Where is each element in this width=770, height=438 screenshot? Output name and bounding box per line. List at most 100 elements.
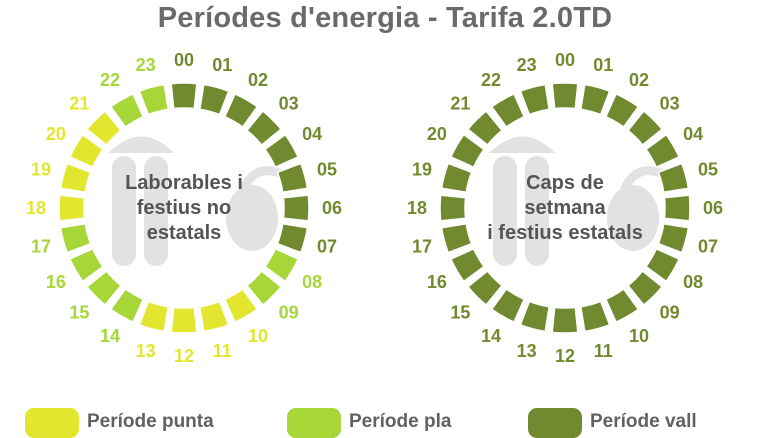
hour-label-15: 15 bbox=[69, 303, 89, 323]
hour-segment-01 bbox=[199, 83, 230, 116]
hour-segment-13 bbox=[519, 300, 550, 333]
hour-segment-22 bbox=[490, 93, 525, 128]
clock-center-text-line: estatals bbox=[147, 222, 222, 244]
hour-label-03: 03 bbox=[660, 93, 680, 113]
clock-center-text-line: i festius estatals bbox=[487, 222, 643, 244]
hour-label-22: 22 bbox=[481, 70, 501, 90]
hour-label-09: 09 bbox=[279, 303, 299, 323]
hour-segment-02 bbox=[224, 93, 259, 128]
hour-label-12: 12 bbox=[174, 346, 194, 366]
hour-segment-11 bbox=[199, 300, 230, 333]
hour-segment-11 bbox=[580, 300, 611, 333]
hour-segment-23 bbox=[138, 83, 169, 116]
hour-segment-09 bbox=[246, 270, 282, 306]
hour-label-07: 07 bbox=[317, 236, 337, 256]
hour-segment-06 bbox=[663, 194, 691, 222]
hour-label-08: 08 bbox=[683, 272, 703, 292]
hour-label-06: 06 bbox=[322, 198, 342, 218]
hour-label-05: 05 bbox=[698, 160, 718, 180]
hour-label-02: 02 bbox=[248, 70, 268, 90]
hour-segment-15 bbox=[467, 270, 503, 306]
hour-label-17: 17 bbox=[412, 236, 432, 256]
hour-segment-05 bbox=[276, 162, 309, 193]
legend-label-punta: Període punta bbox=[87, 411, 214, 432]
hour-segment-12 bbox=[551, 306, 579, 334]
hour-label-14: 14 bbox=[481, 326, 501, 346]
hour-label-01: 01 bbox=[593, 55, 613, 75]
clock-caps-de-setmana: 00 01 02 03 04 05 06 07 08 09 10 11 12 13 14 15 16 17 18 19… bbox=[393, 50, 753, 390]
hour-segment-05 bbox=[657, 162, 690, 193]
hour-segment-08 bbox=[264, 248, 299, 283]
legend-swatch-pla bbox=[287, 408, 341, 438]
hour-label-13: 13 bbox=[517, 341, 537, 361]
hour-segment-17 bbox=[59, 223, 92, 254]
page-title: Períodes d'energia - Tarifa 2.0TD bbox=[157, 2, 613, 34]
hour-label-04: 04 bbox=[683, 124, 703, 144]
hour-label-16: 16 bbox=[427, 272, 447, 292]
hour-segment-03 bbox=[246, 110, 282, 146]
hour-label-20: 20 bbox=[427, 124, 447, 144]
clock-center-text-line: setmana bbox=[524, 197, 606, 219]
hour-segment-07 bbox=[657, 223, 690, 254]
hour-label-20: 20 bbox=[46, 124, 66, 144]
hour-segment-14 bbox=[109, 288, 144, 323]
hour-segment-00 bbox=[551, 82, 579, 110]
hour-segment-00 bbox=[170, 82, 198, 110]
hour-label-02: 02 bbox=[629, 70, 649, 90]
hour-segment-15 bbox=[86, 270, 122, 306]
hour-label-10: 10 bbox=[629, 326, 649, 346]
hour-segment-08 bbox=[645, 248, 680, 283]
hour-label-19: 19 bbox=[31, 160, 51, 180]
hour-label-10: 10 bbox=[248, 326, 268, 346]
hour-segment-09 bbox=[627, 270, 663, 306]
hour-label-23: 23 bbox=[136, 55, 156, 75]
hour-label-00: 00 bbox=[174, 50, 194, 70]
hour-segment-21 bbox=[86, 110, 122, 146]
clock-center-text-line: Caps de bbox=[526, 172, 604, 194]
hour-label-12: 12 bbox=[555, 346, 575, 366]
hour-segment-18 bbox=[58, 194, 86, 222]
hour-segment-20 bbox=[450, 133, 485, 168]
plug-icon bbox=[108, 136, 287, 266]
hour-segment-03 bbox=[627, 110, 663, 146]
hour-label-14: 14 bbox=[100, 326, 120, 346]
hour-segment-18 bbox=[439, 194, 467, 222]
hour-label-09: 09 bbox=[660, 303, 680, 323]
legend-label-vall: Període vall bbox=[590, 411, 697, 432]
hour-label-05: 05 bbox=[317, 160, 337, 180]
hour-segment-13 bbox=[138, 300, 169, 333]
hour-segment-04 bbox=[645, 133, 680, 168]
legend-swatch-vall bbox=[528, 408, 582, 438]
legend-swatch-punta bbox=[25, 408, 79, 438]
hour-segment-19 bbox=[440, 162, 473, 193]
hour-label-11: 11 bbox=[213, 341, 232, 361]
hour-segment-01 bbox=[580, 83, 611, 116]
hour-label-04: 04 bbox=[302, 124, 322, 144]
hour-segment-02 bbox=[605, 93, 640, 128]
hour-label-16: 16 bbox=[46, 272, 66, 292]
hour-segment-17 bbox=[440, 223, 473, 254]
hour-label-08: 08 bbox=[302, 272, 322, 292]
hour-label-18: 18 bbox=[26, 198, 46, 218]
hour-label-00: 00 bbox=[555, 50, 575, 70]
hour-segment-16 bbox=[69, 248, 104, 283]
hour-segment-19 bbox=[59, 162, 92, 193]
hour-label-21: 21 bbox=[69, 93, 89, 113]
hour-segment-16 bbox=[450, 248, 485, 283]
clock-center-text-line: Laborables i bbox=[125, 172, 243, 194]
hour-label-07: 07 bbox=[698, 236, 718, 256]
hour-segment-10 bbox=[224, 288, 259, 323]
hour-label-22: 22 bbox=[100, 70, 120, 90]
clock-laborables: 00 01 02 03 04 05 06 07 08 09 10 11 12 13 14 15 16 17 18 19… bbox=[12, 50, 372, 390]
hour-label-03: 03 bbox=[279, 93, 299, 113]
plug-icon bbox=[489, 136, 668, 266]
hour-segment-07 bbox=[276, 223, 309, 254]
hour-label-13: 13 bbox=[136, 341, 156, 361]
hour-label-15: 15 bbox=[450, 303, 470, 323]
hour-segment-22 bbox=[109, 93, 144, 128]
hour-label-06: 06 bbox=[703, 198, 723, 218]
hour-segment-04 bbox=[264, 133, 299, 168]
hour-label-17: 17 bbox=[31, 236, 51, 256]
